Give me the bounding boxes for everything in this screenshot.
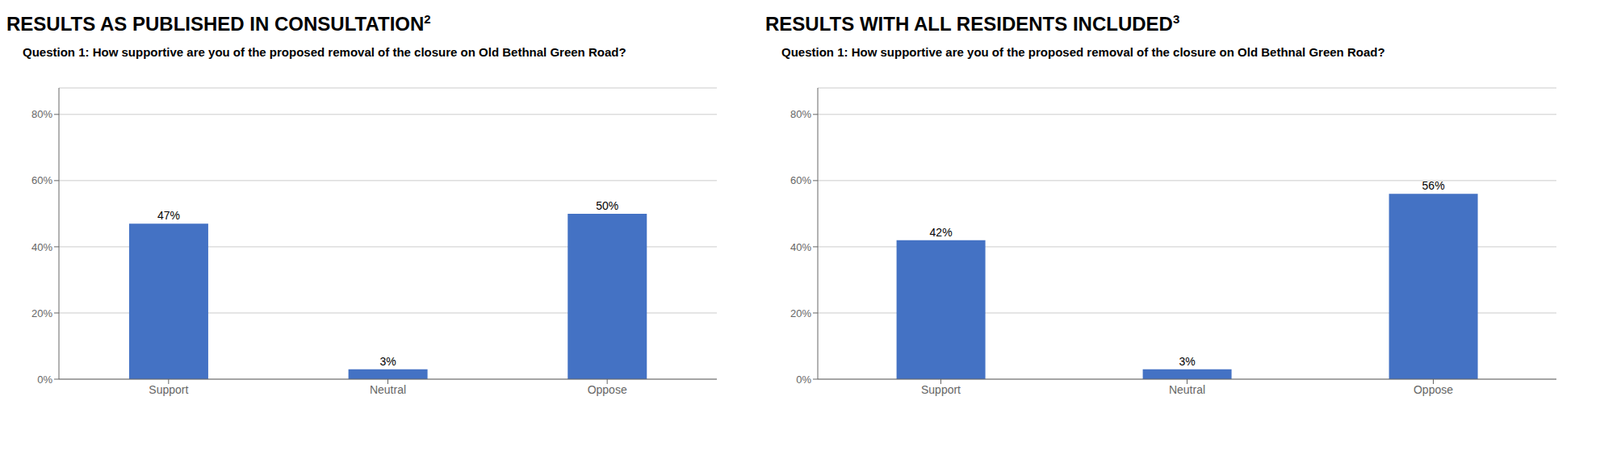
svg-text:60%: 60%: [31, 174, 53, 187]
svg-text:20%: 20%: [790, 307, 812, 320]
svg-text:0%: 0%: [37, 373, 53, 386]
svg-text:40%: 40%: [790, 241, 812, 254]
svg-text:0%: 0%: [795, 373, 812, 386]
svg-text:47%: 47%: [157, 209, 181, 222]
svg-text:Neutral: Neutral: [1168, 383, 1206, 397]
svg-text:40%: 40%: [31, 241, 53, 254]
html-text:RESULTS AS PUBLISHED IN CONSUL: RESULTS AS PUBLISHED IN CONSULTATION2: [6, 12, 431, 35]
svg-text:80%: 80%: [31, 108, 53, 121]
svg-text:Oppose: Oppose: [587, 383, 628, 397]
svg-text:50%: 50%: [595, 199, 619, 213]
svg-text:56%: 56%: [1422, 179, 1446, 193]
html-text:RESULTS WITH ALL RESIDENTS INC: RESULTS WITH ALL RESIDENTS INCLUDED3: [765, 12, 1180, 35]
svg-text:20%: 20%: [31, 307, 53, 320]
svg-text:Oppose: Oppose: [1413, 383, 1454, 397]
html-text:Question 1: How supportive are: Question 1: How supportive are you of th…: [22, 45, 627, 59]
svg-text:Neutral: Neutral: [369, 383, 407, 397]
svg-text:Support: Support: [148, 383, 189, 397]
html-text:Question 1: How supportive are: Question 1: How supportive are you of th…: [781, 45, 1385, 59]
svg-text:Support: Support: [921, 383, 961, 397]
svg-text:60%: 60%: [790, 174, 812, 187]
svg-text:3%: 3%: [1178, 355, 1195, 369]
svg-text:3%: 3%: [379, 355, 396, 369]
svg-text:42%: 42%: [929, 226, 953, 239]
svg-text:80%: 80%: [790, 108, 812, 121]
